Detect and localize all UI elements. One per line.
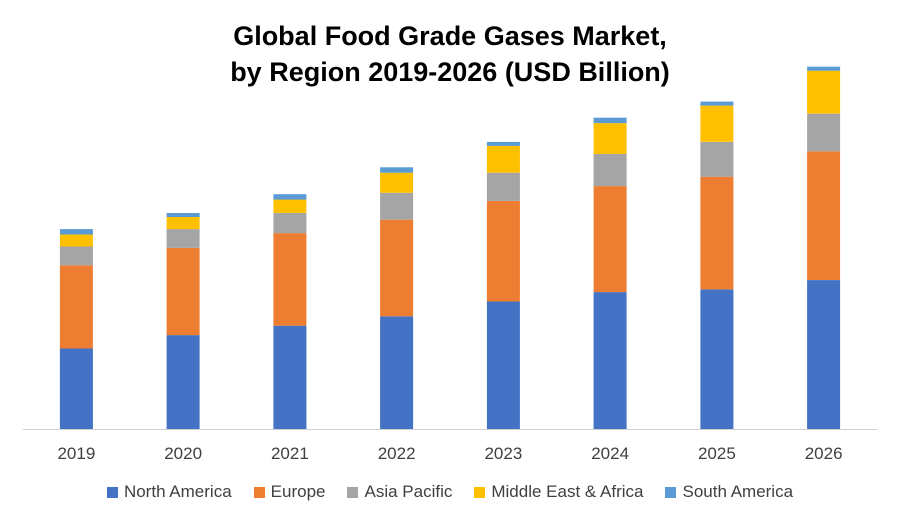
x-tick-label: 2023 [484, 444, 522, 463]
bar-2019-middle-east-africa [59, 234, 93, 247]
bar-2025-middle-east-africa [700, 105, 734, 142]
legend-label: North America [123, 482, 232, 501]
x-tick-label: 2020 [164, 444, 202, 463]
x-tick-label: 2022 [378, 444, 416, 463]
bar-2022-europe [380, 219, 414, 317]
legend-swatch [347, 486, 359, 498]
bar-2026-asia-pacific [807, 113, 841, 152]
legend-item: South America [665, 482, 793, 502]
chart-title-line-1: Global Food Grade Gases Market, [233, 21, 667, 51]
bar-2026-north-america [807, 280, 841, 429]
legend-label: Asia Pacific [364, 482, 453, 501]
legend-item: Asia Pacific [347, 482, 452, 502]
x-tick-label: 2019 [57, 444, 95, 463]
bar-2024-south-america [593, 117, 627, 124]
bar-2019-europe [59, 265, 93, 349]
bar-2023-middle-east-africa [486, 145, 520, 173]
bar-2019-south-america [59, 229, 93, 235]
bar-2025-asia-pacific [700, 141, 734, 177]
bar-2021-south-america [273, 194, 307, 200]
bar-2022-middle-east-africa [380, 172, 414, 193]
stacked-bar-chart: 2019 2020 2021 2022 2023 2024 2025 2026 [23, 66, 877, 463]
legend-swatch [474, 486, 486, 498]
chart-title-line-2: by Region 2019-2026 (USD Billion) [230, 57, 670, 87]
chart-legend: North America Europe Asia Pacific Middle Ea… [0, 482, 900, 502]
bar-2021-middle-east-africa [273, 199, 307, 213]
legend-label: South America [682, 482, 794, 501]
legend-swatch [253, 486, 265, 498]
chart-title: Global Food Grade Gases Market, by Regio… [0, 18, 900, 90]
bar-2020-europe [166, 247, 200, 336]
legend-swatch [106, 486, 118, 498]
bar-2024-asia-pacific [593, 153, 627, 187]
legend-item: North America [106, 482, 232, 502]
bar-2025-europe [700, 176, 734, 290]
bar-2022-south-america [380, 167, 414, 173]
bar-2022-north-america [380, 316, 414, 429]
bar-2026-middle-east-africa [807, 70, 841, 114]
bar-2021-north-america [273, 325, 307, 429]
x-tick-label: 2025 [698, 444, 736, 463]
bar-2019-north-america [59, 348, 93, 429]
x-tick-label: 2026 [805, 444, 843, 463]
bar-2019-asia-pacific [59, 246, 93, 266]
bar-2020-north-america [166, 335, 200, 429]
bar-2023-north-america [486, 301, 520, 429]
bar-2020-asia-pacific [166, 229, 200, 248]
x-tick-label: 2021 [271, 444, 309, 463]
legend-label: Europe [270, 482, 326, 501]
bar-2024-north-america [593, 292, 627, 429]
bar-2021-asia-pacific [273, 213, 307, 234]
legend-item: Middle East & Africa [474, 482, 643, 502]
bar-2020-middle-east-africa [166, 217, 200, 230]
bar-2021-europe [273, 233, 307, 326]
legend-swatch [665, 486, 677, 498]
bar-2022-asia-pacific [380, 192, 414, 220]
bar-2024-middle-east-africa [593, 123, 627, 154]
bar-2026-south-america [807, 66, 841, 71]
bar-2020-south-america [166, 213, 200, 217]
bar-2023-asia-pacific [486, 172, 520, 201]
bar-2023-south-america [486, 141, 520, 146]
bar-2024-europe [593, 186, 627, 293]
bar-2026-europe [807, 151, 841, 280]
legend-item: Europe [253, 482, 326, 502]
bar-2023-europe [486, 200, 520, 302]
bar-2025-south-america [700, 101, 734, 106]
x-tick-label: 2024 [591, 444, 629, 463]
bar-2025-north-america [700, 289, 734, 429]
legend-label: Middle East & Africa [491, 482, 644, 501]
